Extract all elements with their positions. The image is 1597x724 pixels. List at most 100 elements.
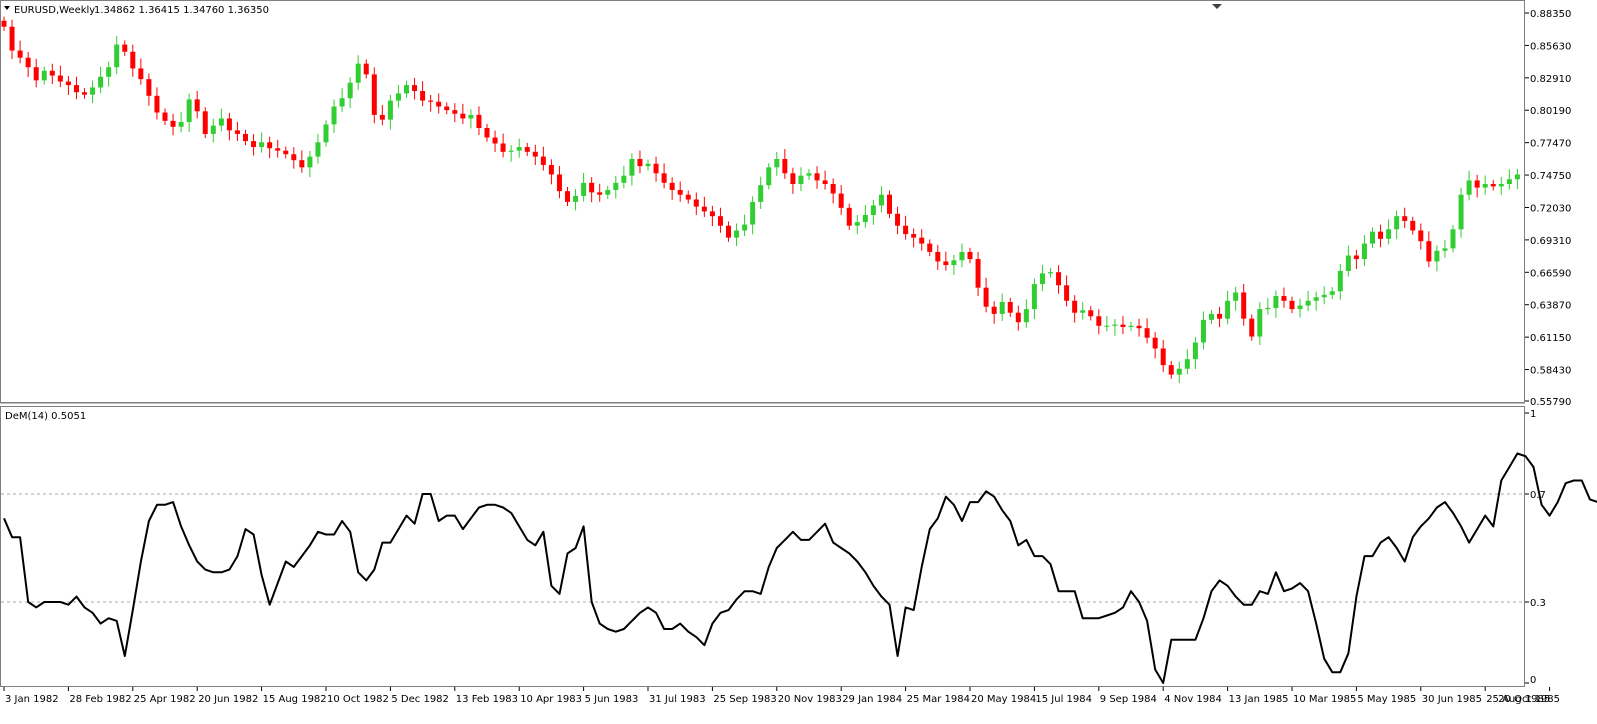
candle: [782, 149, 788, 179]
candle: [387, 94, 393, 130]
candle-body: [444, 106, 450, 111]
candle: [291, 147, 297, 169]
candle-body: [210, 125, 216, 134]
candle: [1386, 219, 1392, 245]
candle: [460, 103, 466, 125]
candle-body: [1144, 328, 1150, 338]
candle-body: [573, 195, 579, 202]
candle: [138, 58, 144, 85]
date-tick-label: 29 Jan 1984: [842, 694, 902, 705]
candle-body: [476, 114, 482, 128]
candle: [379, 104, 385, 126]
candle-body: [750, 201, 756, 225]
candle-body: [1176, 368, 1182, 375]
candle: [1450, 225, 1456, 253]
candle: [878, 186, 884, 213]
candle-body: [1442, 248, 1448, 251]
candle: [347, 77, 353, 109]
date-tick-label: 3 Jan 1982: [5, 694, 59, 705]
candle: [895, 206, 901, 235]
candle: [1120, 316, 1126, 335]
candle-body: [967, 251, 973, 260]
candle: [1289, 296, 1295, 314]
candle: [428, 94, 434, 112]
candle: [685, 190, 691, 204]
candle: [1297, 298, 1303, 318]
candle-body: [613, 182, 619, 190]
price-tick-label: 0.88350: [1530, 9, 1571, 20]
candle: [1039, 264, 1045, 292]
date-tick-label: 10 Oct 1982: [327, 694, 389, 705]
candle: [854, 215, 860, 235]
candle: [73, 76, 79, 100]
candle-body: [903, 225, 909, 235]
date-axis: 3 Jan 1982 28 Feb 1982 25 Apr 1982 20 Jun 1…: [3, 687, 1560, 705]
candle: [750, 196, 756, 235]
candle-body: [870, 205, 876, 215]
indicator-plot-frame[interactable]: [0, 406, 1525, 687]
candle-body: [532, 151, 538, 157]
candle-body: [1434, 250, 1440, 262]
price-tick-label: 0.77470: [1530, 139, 1571, 150]
candle-body: [1394, 216, 1400, 230]
indicator-level-lines: [1, 493, 1525, 603]
date-tick-label: 20 Nov 1983: [778, 694, 842, 705]
candle-body: [854, 222, 860, 226]
price-tick-label: 0.66590: [1530, 268, 1571, 279]
candle: [830, 178, 836, 204]
candle: [766, 163, 772, 190]
candle-body: [492, 137, 498, 144]
candle: [371, 67, 377, 124]
candle-body: [1305, 300, 1311, 306]
candle-body: [798, 175, 804, 185]
candle: [251, 134, 257, 156]
candle-body: [1080, 310, 1086, 313]
candle-body: [323, 124, 329, 143]
candle: [1466, 170, 1472, 201]
candle-body: [460, 113, 466, 119]
date-tick-label: 28 Feb 1982: [69, 694, 131, 705]
candle-body: [299, 160, 305, 168]
candle-body: [1498, 184, 1504, 187]
candle-body: [275, 148, 281, 151]
candle: [1184, 349, 1190, 375]
candle: [669, 177, 675, 200]
candle-body: [589, 182, 595, 193]
candle: [927, 239, 933, 257]
candle-body: [452, 110, 458, 114]
candle-body: [524, 147, 530, 152]
candle-body: [1329, 291, 1335, 295]
candle-body: [677, 189, 683, 195]
candle-body: [234, 130, 240, 134]
candle-body: [1506, 179, 1512, 185]
candle-body: [742, 224, 748, 231]
candle: [887, 190, 892, 218]
candle: [1273, 290, 1279, 318]
candle: [1, 16, 7, 31]
candle-body: [1152, 337, 1158, 349]
candle: [661, 163, 667, 189]
candle: [186, 93, 192, 132]
candle: [283, 146, 289, 159]
candle-body: [1265, 307, 1271, 310]
chart-shift-marker-icon[interactable]: [1212, 4, 1222, 9]
candle: [1160, 339, 1166, 373]
indicator-tick-label: 1: [1530, 409, 1536, 420]
candle: [1192, 336, 1198, 370]
candle: [999, 293, 1005, 321]
candle: [951, 254, 957, 275]
ohlc-readout: 1.34862 1.36415 1.34760 1.36350: [94, 5, 269, 16]
candle-body: [1015, 312, 1021, 323]
candle-body: [1297, 305, 1303, 310]
dropdown-triangle-icon[interactable]: [4, 6, 10, 10]
candle: [1225, 290, 1231, 325]
candle-body: [1257, 309, 1263, 337]
date-tick-label: 15 Aug 1982: [263, 694, 327, 705]
candle-body: [307, 156, 313, 168]
candle: [162, 108, 168, 126]
candle: [1361, 235, 1367, 267]
candle-body: [605, 189, 611, 195]
candle: [1064, 275, 1070, 307]
candle-body: [943, 261, 949, 266]
